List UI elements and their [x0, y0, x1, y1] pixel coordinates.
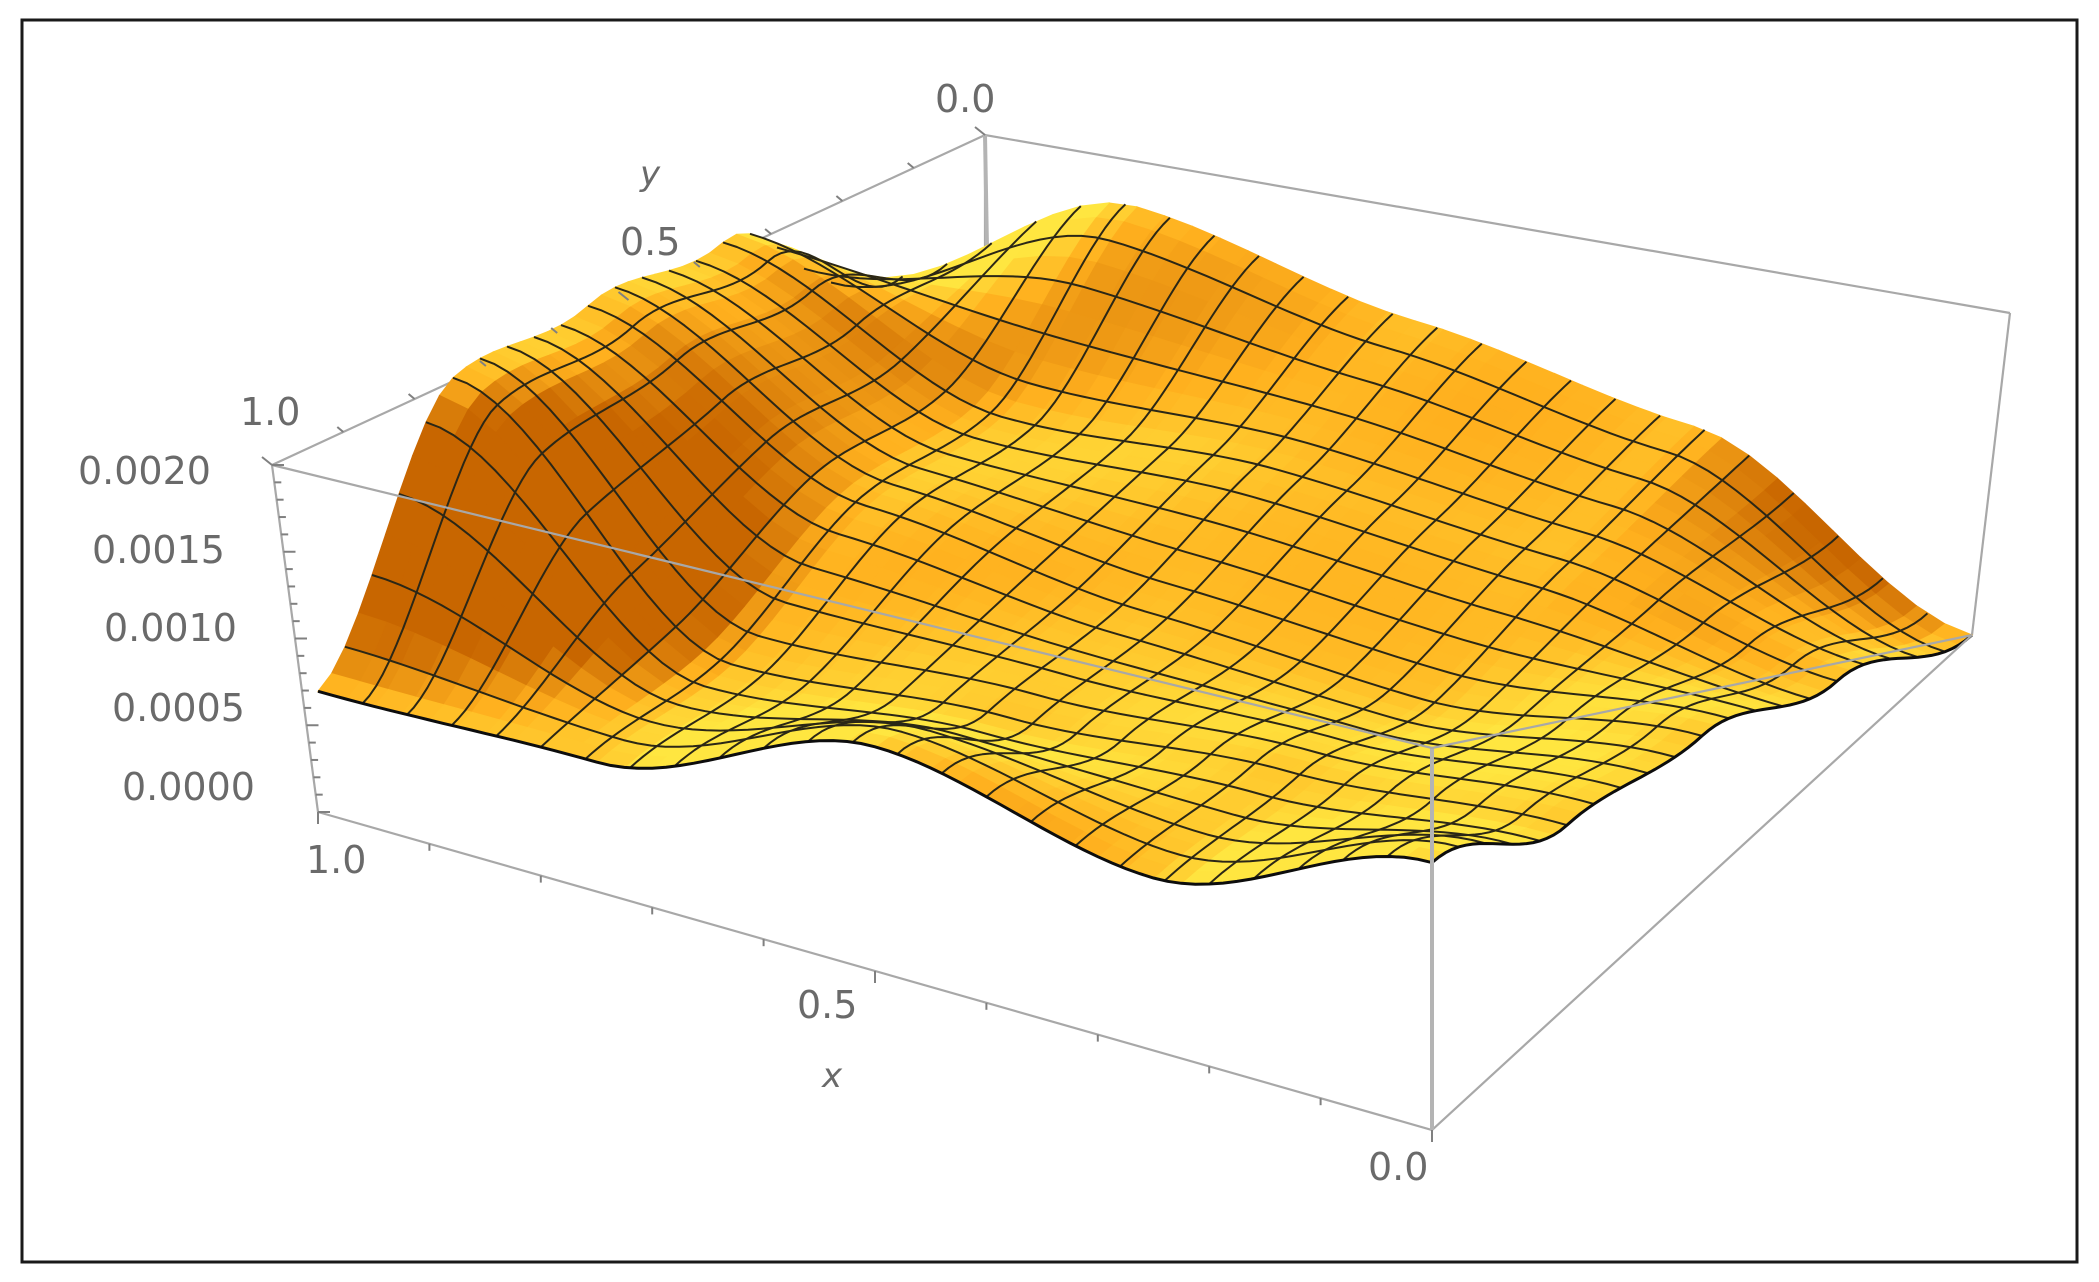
- mesh-line-y: [479, 357, 1595, 805]
- axis-ticks: [261, 126, 1433, 1142]
- mesh-line-y: [668, 269, 1784, 708]
- mesh-line-y: [560, 324, 1676, 758]
- y-tick-label-0: 0.0: [935, 77, 995, 121]
- mesh-line-y: [344, 645, 1460, 863]
- x-axis: 1.0 0.5 0.0 x: [306, 838, 1428, 1189]
- mesh-line-y: [425, 421, 1541, 842]
- x-tick-label-0: 0.0: [1368, 1145, 1428, 1189]
- y-axis-tick: [261, 456, 273, 466]
- y-axis-tick: [617, 291, 630, 301]
- mesh-line-y: [506, 345, 1622, 789]
- mesh-line-y: [722, 241, 1838, 683]
- z-tick-label-0000: 0.0000: [122, 765, 255, 809]
- y-tick-label-1: 1.0: [240, 390, 300, 434]
- z-tick-label-0020: 0.0020: [78, 449, 211, 493]
- z-tick-label-0005: 0.0005: [112, 686, 245, 730]
- x-tick-label-05: 0.5: [797, 983, 857, 1027]
- z-axis: 0.0020 0.0015 0.0010 0.0005 0.0000: [78, 449, 255, 809]
- surface-front-edge: [317, 689, 1433, 886]
- surface-front-edge: [1431, 633, 1973, 864]
- y-axis-label: y: [639, 154, 661, 194]
- y-tick-label-05: 0.5: [620, 220, 680, 264]
- y-axis-tick: [907, 162, 915, 169]
- mesh-line-y: [614, 286, 1730, 720]
- surface-layer: [317, 202, 1973, 886]
- y-axis-tick: [336, 426, 344, 433]
- mesh-line-y: [776, 246, 1892, 660]
- mesh-line-y: [749, 232, 1865, 666]
- y-axis-tick: [835, 195, 844, 202]
- mesh-line-y: [371, 574, 1487, 845]
- mesh-line-y: [452, 376, 1568, 827]
- y-axis-tick: [479, 360, 487, 367]
- mesh-line-y: [830, 234, 1946, 653]
- y-axis: 0.0 0.5 1.0 y: [240, 77, 995, 434]
- mesh-line-y: [803, 267, 1919, 659]
- y-axis-tick: [550, 327, 558, 334]
- y-axis-tick: [974, 126, 986, 136]
- z-tick-label-0015: 0.0015: [92, 528, 225, 572]
- mesh-line-y: [695, 259, 1811, 700]
- mesh-line-y: [641, 276, 1757, 712]
- mesh-line-y: [533, 336, 1649, 775]
- x-tick-label-1: 1.0: [306, 838, 366, 882]
- y-axis-tick: [764, 228, 772, 235]
- y-axis-tick: [407, 393, 416, 400]
- mesh-line-y: [587, 304, 1703, 737]
- x-axis-label: x: [821, 1056, 843, 1096]
- y-axis-tick: [693, 261, 701, 268]
- mesh-line-y: [398, 493, 1514, 846]
- z-tick-label-0010: 0.0010: [104, 606, 237, 650]
